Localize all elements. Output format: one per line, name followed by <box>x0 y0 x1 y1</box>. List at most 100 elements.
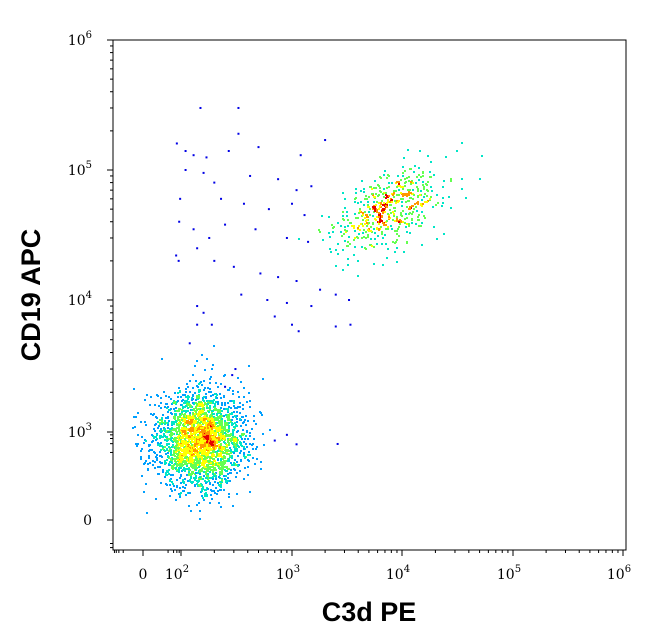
density-point <box>167 424 169 426</box>
density-point <box>461 188 463 190</box>
density-point <box>195 421 197 423</box>
density-point <box>228 430 230 432</box>
density-point <box>165 474 167 476</box>
data-point <box>213 181 216 184</box>
density-point <box>370 238 372 240</box>
density-point <box>246 431 248 433</box>
density-point <box>443 180 445 182</box>
density-point <box>343 233 345 235</box>
density-point <box>372 223 374 225</box>
density-point <box>198 395 200 397</box>
density-point <box>450 180 452 182</box>
density-point <box>390 225 392 227</box>
density-point <box>199 458 201 460</box>
density-point <box>365 195 367 197</box>
density-point <box>166 444 168 446</box>
density-point <box>366 225 368 227</box>
density-point <box>156 434 158 436</box>
density-point <box>214 443 216 445</box>
density-point <box>389 209 391 211</box>
density-point <box>233 438 235 440</box>
density-point <box>188 473 190 475</box>
density-point <box>160 442 162 444</box>
density-point <box>349 243 351 245</box>
density-point <box>190 432 192 434</box>
density-point <box>388 182 390 184</box>
density-point <box>379 187 381 189</box>
density-point <box>156 454 158 456</box>
density-point <box>404 185 406 187</box>
density-point <box>385 228 387 230</box>
density-point <box>386 187 388 189</box>
density-point <box>145 460 147 462</box>
density-point <box>378 229 380 231</box>
density-point <box>154 452 156 454</box>
density-point <box>146 394 148 396</box>
density-point <box>184 394 186 396</box>
density-point <box>380 202 382 204</box>
data-point <box>196 247 199 250</box>
density-point <box>379 218 381 220</box>
density-point <box>415 223 417 225</box>
density-point <box>418 179 420 181</box>
density-point <box>154 461 156 463</box>
density-point <box>170 452 172 454</box>
density-point <box>239 470 241 472</box>
density-point <box>174 392 176 394</box>
density-point <box>162 446 164 448</box>
density-point <box>377 184 379 186</box>
density-point <box>354 246 356 248</box>
density-point <box>233 446 235 448</box>
density-point <box>166 448 168 450</box>
density-point <box>411 219 413 221</box>
density-point <box>409 189 411 191</box>
density-point <box>159 451 161 453</box>
density-point <box>417 219 419 221</box>
density-point <box>414 165 416 167</box>
density-point <box>178 451 180 453</box>
density-point <box>220 444 222 446</box>
data-point <box>307 240 310 243</box>
density-point <box>153 413 155 415</box>
density-point <box>398 226 400 228</box>
density-point <box>215 476 217 478</box>
density-point <box>375 219 377 221</box>
density-point <box>209 437 211 439</box>
data-point <box>285 236 288 239</box>
density-point <box>246 446 248 448</box>
density-point <box>203 464 205 466</box>
density-point <box>342 249 344 251</box>
density-point <box>175 407 177 409</box>
density-point <box>202 449 204 451</box>
density-point <box>183 441 185 443</box>
density-point <box>394 242 396 244</box>
density-point <box>219 453 221 455</box>
density-point <box>200 403 202 405</box>
density-point <box>168 420 170 422</box>
density-point <box>188 401 190 403</box>
density-point <box>224 432 226 434</box>
data-point <box>196 323 199 326</box>
density-point <box>219 447 221 449</box>
density-point <box>181 440 183 442</box>
density-point <box>227 477 229 479</box>
density-point <box>215 408 217 410</box>
density-point <box>144 399 146 401</box>
density-point <box>176 465 178 467</box>
density-point <box>368 196 370 198</box>
density-point <box>328 216 330 218</box>
density-point <box>222 447 224 449</box>
data-point <box>310 185 313 188</box>
density-point <box>209 448 211 450</box>
density-point <box>174 455 176 457</box>
density-point <box>195 475 197 477</box>
density-point <box>395 190 397 192</box>
density-point <box>227 416 229 418</box>
density-point <box>369 244 371 246</box>
density-point <box>216 437 218 439</box>
density-point <box>374 232 376 234</box>
density-point <box>213 446 215 448</box>
density-point <box>171 440 173 442</box>
density-point <box>222 468 224 470</box>
density-point <box>168 409 170 411</box>
